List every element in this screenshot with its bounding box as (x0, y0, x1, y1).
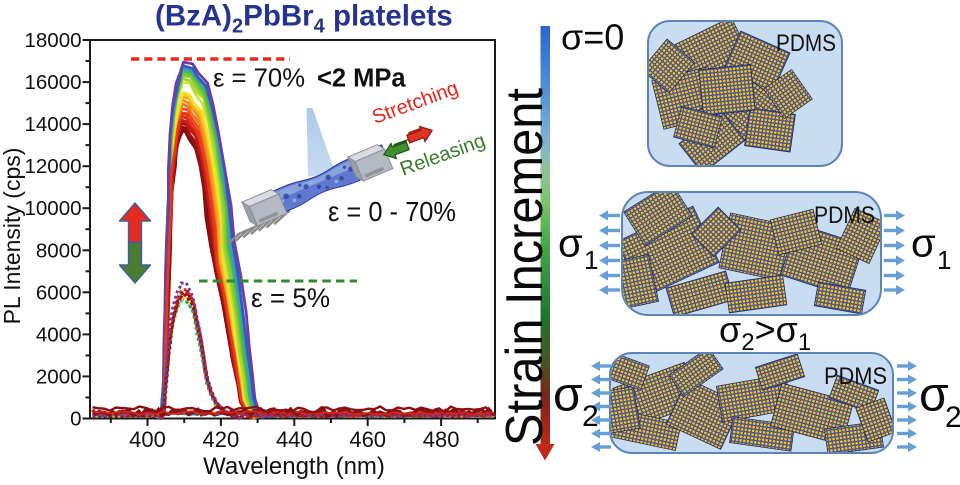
svg-text:ε = 70%: ε = 70% (213, 63, 305, 93)
svg-text:PDMS: PDMS (824, 363, 887, 390)
svg-text:2: 2 (945, 401, 960, 434)
svg-text:1: 1 (584, 245, 598, 275)
svg-text:σ=0: σ=0 (561, 17, 624, 58)
svg-text:PDMS: PDMS (776, 30, 836, 57)
svg-text:σ: σ (553, 369, 583, 422)
svg-text:16000: 16000 (24, 71, 81, 94)
svg-text:ε = 5%: ε = 5% (251, 283, 330, 313)
svg-text:σ: σ (558, 222, 583, 266)
svg-text:440: 440 (276, 427, 313, 452)
svg-text:1: 1 (937, 245, 951, 275)
svg-text:6000: 6000 (36, 281, 82, 304)
svg-text:PDMS: PDMS (814, 202, 875, 229)
svg-text:420: 420 (203, 427, 240, 452)
svg-text:2000: 2000 (36, 365, 82, 388)
svg-text:10000: 10000 (24, 197, 81, 220)
svg-text:18000: 18000 (24, 29, 81, 52)
svg-text:4000: 4000 (36, 323, 82, 346)
svg-text:Wavelength (nm): Wavelength (nm) (203, 453, 385, 480)
svg-text:12000: 12000 (24, 155, 81, 178)
svg-text:ε = 0 - 70%: ε = 0 - 70% (328, 196, 456, 227)
svg-text:8000: 8000 (36, 239, 82, 262)
svg-text:Strain Increment: Strain Increment (496, 87, 554, 446)
svg-text:PL Intensity (cps): PL Intensity (cps) (0, 148, 25, 325)
svg-text:<2 MPa: <2 MPa (317, 65, 406, 93)
svg-text:σ: σ (919, 369, 949, 422)
svg-text:480: 480 (423, 427, 460, 452)
svg-text:0: 0 (70, 408, 81, 431)
svg-text:2: 2 (582, 400, 599, 433)
svg-text:14000: 14000 (24, 113, 81, 136)
svg-text:(BzA)2PbBr4 platelets: (BzA)2PbBr4 platelets (155, 0, 453, 38)
svg-text:σ: σ (911, 222, 936, 266)
svg-text:460: 460 (349, 427, 386, 452)
svg-text:400: 400 (129, 427, 166, 452)
svg-text:σ2>σ1: σ2>σ1 (719, 309, 811, 356)
